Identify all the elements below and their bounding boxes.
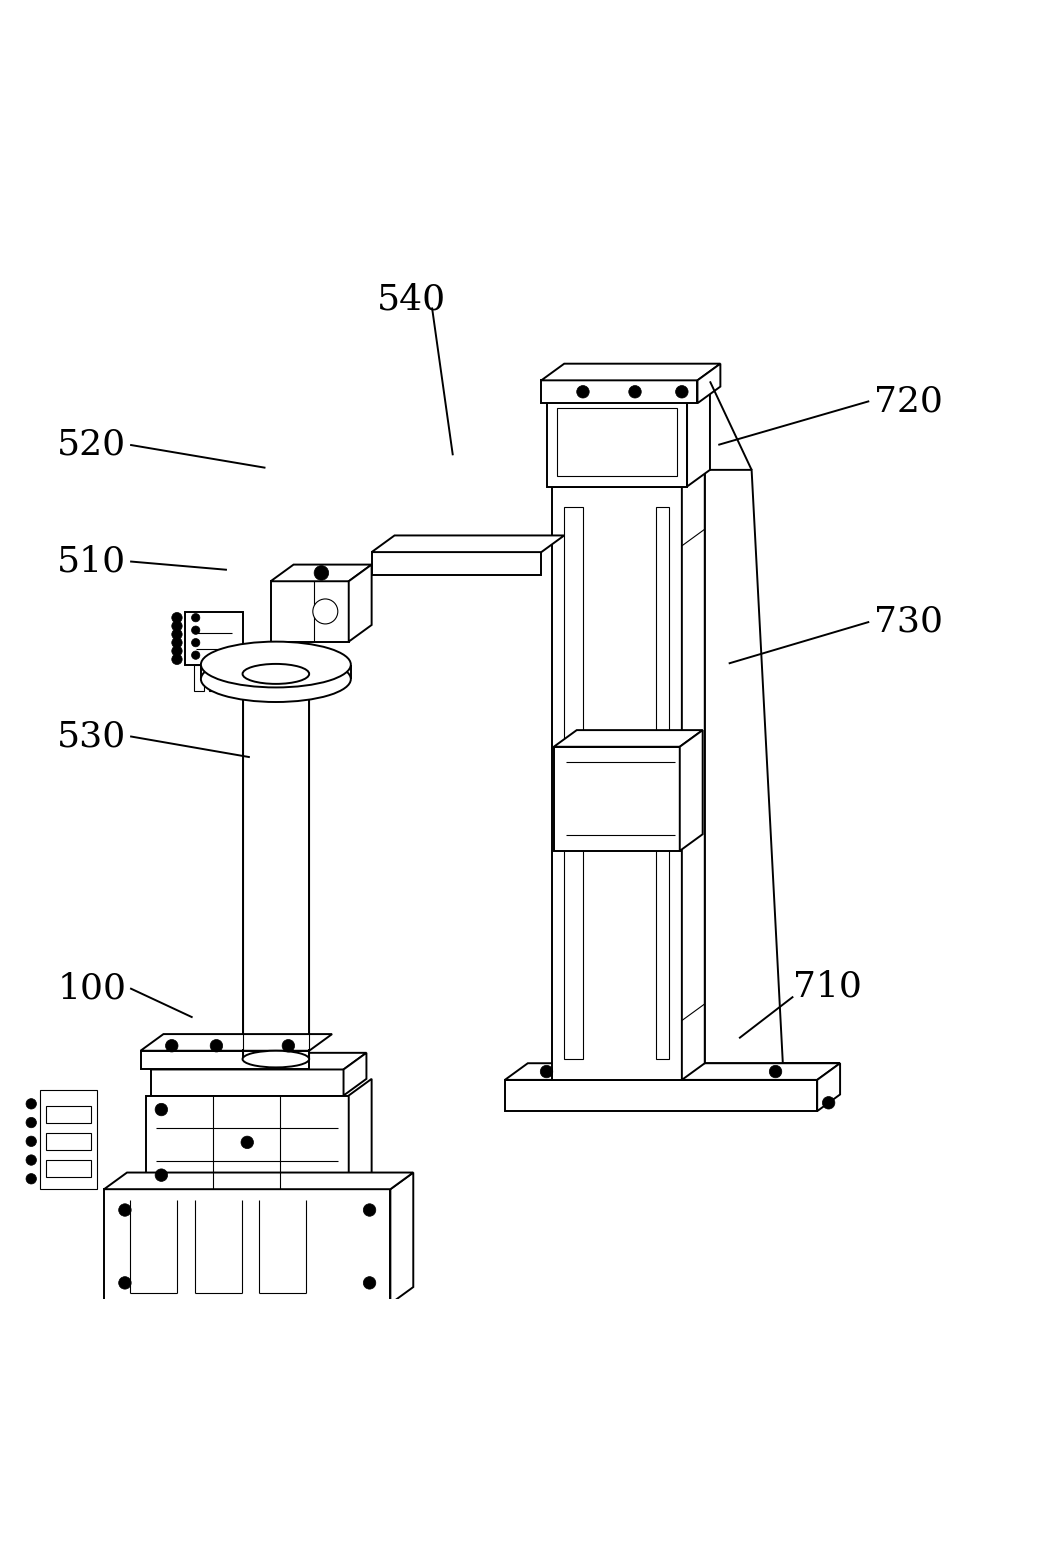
Bar	[656, 507, 669, 1060]
Polygon shape	[554, 730, 703, 747]
Circle shape	[363, 1204, 376, 1217]
Circle shape	[172, 638, 182, 647]
Text: 520: 520	[57, 428, 126, 462]
Text: 530: 530	[57, 719, 127, 753]
Bar	[372, 552, 541, 576]
Circle shape	[26, 1117, 36, 1128]
Bar	[104, 1189, 390, 1304]
Circle shape	[172, 621, 182, 632]
Polygon shape	[697, 364, 720, 403]
Circle shape	[210, 1039, 223, 1052]
Bar	[225, 664, 235, 691]
Circle shape	[676, 386, 688, 398]
Circle shape	[26, 1136, 36, 1147]
Bar	[541, 380, 697, 403]
Polygon shape	[141, 1035, 332, 1050]
Circle shape	[363, 1276, 376, 1288]
Circle shape	[172, 613, 182, 622]
Circle shape	[822, 1097, 835, 1109]
Ellipse shape	[243, 664, 309, 685]
Bar	[271, 582, 349, 641]
Polygon shape	[682, 470, 705, 1080]
Polygon shape	[547, 381, 710, 398]
Circle shape	[540, 1066, 553, 1078]
Bar	[46, 1133, 91, 1150]
Circle shape	[314, 566, 329, 580]
Circle shape	[192, 650, 200, 660]
Circle shape	[166, 1039, 178, 1052]
Circle shape	[240, 1136, 254, 1148]
Text: 100: 100	[57, 971, 126, 1005]
Bar	[209, 664, 220, 691]
Bar	[151, 1069, 344, 1095]
Circle shape	[26, 1173, 36, 1184]
Bar	[146, 1095, 349, 1189]
Bar	[46, 1106, 91, 1122]
Text: 540: 540	[377, 282, 446, 316]
Circle shape	[155, 1169, 168, 1181]
Polygon shape	[349, 1078, 372, 1189]
Circle shape	[192, 613, 200, 622]
Polygon shape	[687, 381, 710, 487]
Text: 510: 510	[57, 545, 126, 579]
Circle shape	[172, 629, 182, 640]
Polygon shape	[680, 730, 703, 851]
Circle shape	[282, 1039, 295, 1052]
Ellipse shape	[201, 641, 351, 688]
Text: 710: 710	[793, 969, 862, 1004]
Circle shape	[629, 386, 641, 398]
Circle shape	[577, 386, 589, 398]
Circle shape	[26, 1155, 36, 1165]
Circle shape	[119, 1204, 131, 1217]
Circle shape	[119, 1276, 131, 1288]
Bar	[40, 1091, 97, 1189]
Polygon shape	[151, 1053, 366, 1069]
Circle shape	[312, 599, 337, 624]
Circle shape	[192, 626, 200, 635]
Polygon shape	[104, 1173, 413, 1189]
Polygon shape	[390, 1173, 413, 1304]
Circle shape	[172, 646, 182, 657]
Circle shape	[192, 638, 200, 647]
Polygon shape	[541, 364, 720, 380]
Circle shape	[155, 1103, 168, 1116]
Polygon shape	[271, 565, 372, 582]
Polygon shape	[595, 392, 648, 398]
Polygon shape	[817, 1063, 840, 1111]
Polygon shape	[344, 1053, 366, 1095]
Polygon shape	[552, 470, 705, 487]
Circle shape	[26, 1099, 36, 1109]
Circle shape	[172, 654, 182, 664]
Bar	[185, 613, 243, 664]
Bar	[557, 408, 677, 476]
Ellipse shape	[243, 1050, 309, 1067]
Bar	[554, 747, 680, 851]
Bar	[552, 487, 682, 1080]
Circle shape	[769, 1066, 782, 1078]
Polygon shape	[505, 1063, 840, 1080]
Polygon shape	[372, 535, 564, 552]
Ellipse shape	[201, 657, 351, 702]
Polygon shape	[705, 470, 783, 1063]
Bar	[194, 664, 204, 691]
Text: 720: 720	[874, 384, 943, 419]
Bar	[505, 1080, 817, 1111]
Text: 730: 730	[874, 605, 943, 640]
Polygon shape	[349, 565, 372, 641]
Bar	[564, 507, 583, 1060]
Bar	[243, 674, 309, 1060]
Bar	[141, 1050, 309, 1069]
Bar	[46, 1161, 91, 1176]
Bar	[547, 398, 687, 487]
